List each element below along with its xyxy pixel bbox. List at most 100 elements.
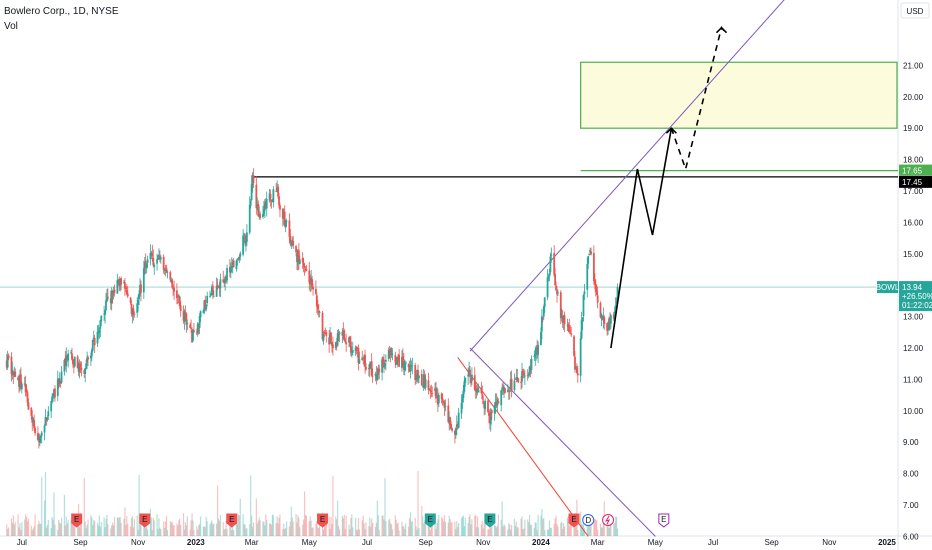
candle-body <box>272 189 275 203</box>
candle-body <box>435 388 437 399</box>
volume-bar <box>384 478 386 536</box>
volume-bar <box>580 523 583 536</box>
volume-bar <box>150 517 152 536</box>
candle-body <box>322 333 325 341</box>
volume-bar <box>344 528 346 536</box>
volume-bar <box>136 515 138 536</box>
earnings-marker[interactable] <box>71 513 83 528</box>
target-zone[interactable] <box>580 61 898 129</box>
time-tick-label: May <box>302 538 317 547</box>
earnings-marker[interactable] <box>139 513 151 528</box>
candle-body <box>370 361 373 376</box>
candle-body <box>222 279 225 283</box>
volume-bar <box>21 521 23 536</box>
candle-body <box>265 198 268 209</box>
earnings-marker[interactable] <box>568 513 580 528</box>
volume-bar <box>468 516 470 536</box>
volume-bar <box>556 523 558 536</box>
volume-bar <box>209 524 211 536</box>
level-badge-black[interactable] <box>899 175 932 188</box>
currency-box[interactable] <box>900 2 930 19</box>
candle-body <box>76 356 79 369</box>
earnings-marker[interactable] <box>226 513 238 528</box>
volume-bar <box>295 514 297 536</box>
earnings-marker[interactable] <box>424 513 436 528</box>
candle-body <box>228 267 231 273</box>
projection-path[interactable] <box>610 128 673 349</box>
candle-body <box>520 381 522 383</box>
volume-bar <box>229 517 231 536</box>
volume-bar <box>83 478 85 536</box>
price-tick-label: 16.00 <box>903 218 924 227</box>
candle-body <box>345 342 348 345</box>
volume-bar <box>79 524 82 536</box>
level-badge-green[interactable] <box>899 164 932 176</box>
volume-bar <box>31 530 33 536</box>
volume-bar <box>6 524 8 536</box>
volume-bar <box>470 524 472 536</box>
candle-body <box>151 253 154 257</box>
volume-bar <box>179 518 181 536</box>
candle-body <box>364 355 366 366</box>
downtrend-line[interactable] <box>457 357 589 537</box>
candle-body <box>159 257 162 260</box>
candle-body <box>176 290 178 298</box>
candle-body <box>211 285 214 296</box>
candle-body <box>507 391 510 392</box>
volume-bar <box>46 524 48 536</box>
volume-bar <box>586 521 588 536</box>
price-axis[interactable] <box>898 0 932 550</box>
volume-bar <box>580 511 582 536</box>
candle-body <box>236 258 239 260</box>
volume-bar <box>138 474 140 536</box>
candle-body <box>100 315 103 322</box>
candle-body <box>574 356 576 370</box>
candle-body <box>469 369 471 378</box>
volume-bar <box>391 529 394 536</box>
volume-bar <box>514 525 517 536</box>
channel-trendline[interactable] <box>469 0 838 352</box>
downtrend-line[interactable] <box>469 347 656 537</box>
volume-bar <box>527 519 529 536</box>
volume-bar <box>549 527 551 536</box>
volume-bar <box>99 526 101 536</box>
current-price-badge-text: 13.94 <box>902 283 923 292</box>
candle-body <box>341 331 344 336</box>
volume-bar <box>113 517 116 536</box>
volume-bar <box>164 528 166 536</box>
earnings-marker[interactable] <box>658 513 670 528</box>
candle-body <box>397 355 400 357</box>
volume-bar <box>574 527 576 536</box>
volume-bar <box>94 520 96 536</box>
current-price-badge[interactable] <box>899 281 932 312</box>
volume-bar <box>172 524 174 536</box>
volume-bar <box>244 524 246 536</box>
candle-body <box>291 239 294 245</box>
volume-bar <box>520 518 522 536</box>
earnings-marker[interactable] <box>317 513 329 528</box>
volume-bar <box>263 521 265 536</box>
volume-bar <box>517 527 519 536</box>
time-tick-label: 2023 <box>187 538 205 547</box>
candle-body <box>416 369 418 378</box>
candle-body <box>158 255 160 260</box>
candle-body <box>92 337 95 340</box>
ticker-tag[interactable] <box>877 281 898 294</box>
candle-body <box>484 400 487 409</box>
candle-body <box>195 332 198 334</box>
candle-body <box>262 213 264 218</box>
volume-bar <box>397 522 399 536</box>
volume-bar <box>437 519 439 536</box>
candle-body <box>607 328 609 330</box>
dividend-marker[interactable] <box>582 514 595 526</box>
volume-bar <box>325 518 327 536</box>
candle-body <box>99 320 102 329</box>
earnings-marker[interactable] <box>484 513 496 528</box>
candle-body <box>355 346 358 349</box>
volume-bar <box>376 500 378 536</box>
volume-bar <box>199 523 201 536</box>
volume-bar <box>463 526 465 536</box>
candle-body <box>557 292 559 294</box>
